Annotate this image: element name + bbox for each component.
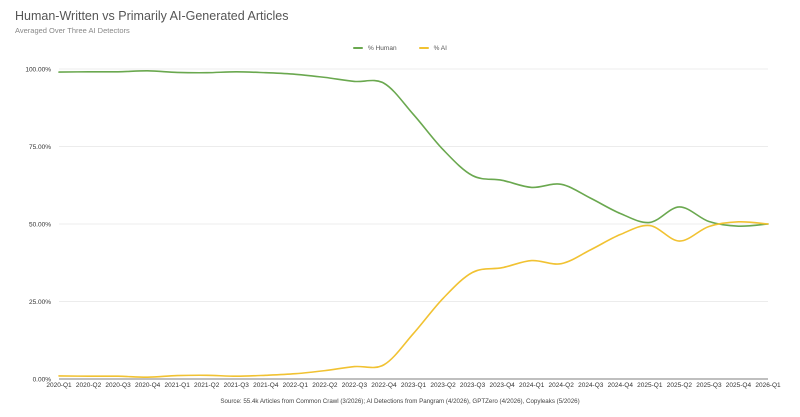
y-tick-label: 75.00% bbox=[29, 144, 51, 151]
data-point-human bbox=[470, 173, 475, 178]
x-tick-label: 2024-Q2 bbox=[549, 382, 575, 389]
y-tick-label: 0.00% bbox=[33, 376, 52, 383]
data-point-ai bbox=[706, 224, 711, 229]
data-point-ai bbox=[500, 265, 505, 270]
chart-legend: % Human % AI bbox=[0, 42, 800, 54]
data-point-human bbox=[293, 72, 298, 77]
data-point-human bbox=[175, 70, 180, 75]
legend-label-human: % Human bbox=[368, 44, 397, 52]
data-point-human bbox=[441, 147, 446, 152]
data-point-ai bbox=[116, 374, 121, 379]
x-tick-label: 2023-Q2 bbox=[430, 382, 456, 389]
data-point-ai bbox=[559, 261, 564, 266]
data-point-ai bbox=[322, 368, 327, 373]
x-tick-label: 2022-Q1 bbox=[283, 382, 309, 389]
data-point-human bbox=[204, 70, 209, 75]
data-point-human bbox=[500, 178, 505, 183]
series-line-ai bbox=[58, 220, 769, 378]
chart-source-note: Source: 55.4k Articles from Common Crawl… bbox=[220, 398, 580, 405]
y-tick-label: 100.00% bbox=[25, 66, 51, 73]
data-point-ai bbox=[57, 373, 62, 378]
data-point-human bbox=[234, 69, 239, 74]
data-point-ai bbox=[677, 239, 682, 244]
data-point-ai bbox=[145, 375, 150, 380]
x-tick-label: 2025-Q1 bbox=[637, 382, 663, 389]
x-tick-label: 2026-Q1 bbox=[755, 382, 781, 389]
y-tick-label: 50.00% bbox=[29, 221, 51, 228]
legend-item-ai[interactable]: % AI bbox=[418, 44, 447, 52]
data-point-human bbox=[529, 185, 534, 190]
x-tick-label: 2023-Q1 bbox=[401, 382, 427, 389]
data-point-ai bbox=[293, 371, 298, 376]
x-tick-label: 2025-Q4 bbox=[726, 382, 752, 389]
x-tick-label: 2020-Q3 bbox=[105, 382, 131, 389]
data-point-human bbox=[618, 211, 623, 216]
legend-swatch-human bbox=[353, 47, 364, 49]
x-tick-label: 2023-Q3 bbox=[460, 382, 486, 389]
data-point-human bbox=[588, 196, 593, 201]
data-point-human bbox=[116, 69, 121, 74]
x-tick-label: 2021-Q4 bbox=[253, 382, 279, 389]
data-point-ai bbox=[529, 258, 534, 263]
legend-swatch-ai bbox=[418, 47, 429, 49]
data-point-human bbox=[145, 68, 150, 73]
data-point-human bbox=[263, 70, 268, 75]
series-line-human bbox=[58, 70, 769, 228]
data-point-ai bbox=[175, 373, 180, 378]
data-point-human bbox=[706, 219, 711, 224]
data-point-human bbox=[677, 204, 682, 209]
data-point-ai bbox=[736, 219, 741, 224]
data-point-ai bbox=[381, 362, 386, 367]
data-point-human bbox=[736, 224, 741, 229]
x-tick-label: 2025-Q3 bbox=[696, 382, 722, 389]
data-point-ai bbox=[263, 373, 268, 378]
x-tick-label: 2022-Q3 bbox=[342, 382, 368, 389]
x-tick-label: 2020-Q2 bbox=[76, 382, 102, 389]
x-tick-label: 2021-Q1 bbox=[165, 382, 191, 389]
data-point-ai bbox=[766, 222, 771, 227]
chart-subtitle: Averaged Over Three AI Detectors bbox=[15, 26, 130, 35]
data-point-human bbox=[57, 70, 62, 75]
data-point-ai bbox=[647, 223, 652, 228]
data-point-ai bbox=[352, 364, 357, 369]
chart-title: Human-Written vs Primarily AI-Generated … bbox=[15, 9, 289, 23]
x-tick-label: 2020-Q4 bbox=[135, 382, 161, 389]
x-tick-label: 2024-Q4 bbox=[608, 382, 634, 389]
x-tick-label: 2022-Q4 bbox=[371, 382, 397, 389]
data-point-human bbox=[559, 182, 564, 187]
data-point-human bbox=[322, 75, 327, 80]
data-point-ai bbox=[618, 232, 623, 237]
data-point-ai bbox=[470, 270, 475, 275]
y-tick-label: 25.00% bbox=[29, 299, 51, 306]
data-point-human bbox=[86, 69, 91, 74]
data-point-human bbox=[411, 112, 416, 117]
x-tick-label: 2024-Q1 bbox=[519, 382, 545, 389]
data-point-ai bbox=[204, 373, 209, 378]
legend-item-human[interactable]: % Human bbox=[353, 45, 397, 52]
x-tick-label: 2021-Q2 bbox=[194, 382, 220, 389]
x-tick-label: 2025-Q2 bbox=[667, 382, 693, 389]
data-point-human bbox=[352, 79, 357, 84]
data-point-human bbox=[381, 81, 386, 86]
x-tick-label: 2024-Q3 bbox=[578, 382, 604, 389]
x-tick-label: 2023-Q4 bbox=[489, 382, 515, 389]
data-point-ai bbox=[86, 374, 91, 379]
legend-label-ai: % AI bbox=[433, 44, 447, 52]
x-tick-label: 2022-Q2 bbox=[312, 382, 338, 389]
data-point-ai bbox=[588, 247, 593, 252]
data-point-ai bbox=[234, 374, 239, 379]
x-tick-label: 2021-Q3 bbox=[224, 382, 250, 389]
x-tick-label: 2020-Q1 bbox=[46, 382, 72, 389]
data-point-ai bbox=[411, 331, 416, 336]
data-point-ai bbox=[441, 296, 446, 301]
